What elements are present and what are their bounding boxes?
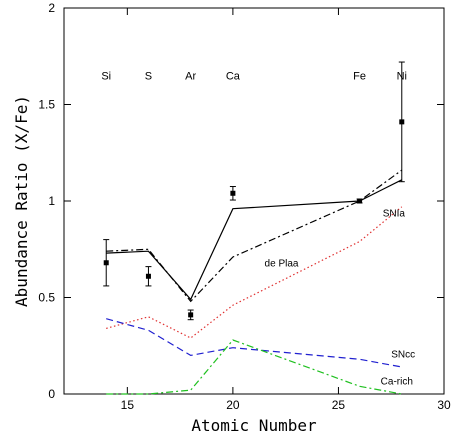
observed-data-point xyxy=(357,198,363,204)
observed-data-point xyxy=(230,190,236,196)
series-layer xyxy=(106,169,403,395)
axis-ticks: 15 20 25 30 0 0.5 1 1.5 2 xyxy=(38,1,451,412)
y-tick-label: 0.5 xyxy=(38,291,55,305)
x-tick-label: 30 xyxy=(437,398,451,412)
x-tick-label: 25 xyxy=(332,398,346,412)
y-tick-label: 1.5 xyxy=(38,98,55,112)
observed-points-layer xyxy=(103,61,405,321)
labels-layer: Si S Ar Ca Fe Ni SNIa de Plaa SNcc Ca-rich xyxy=(101,70,415,387)
series-line-best-fit xyxy=(106,179,403,301)
y-tick-label: 2 xyxy=(48,1,55,15)
y-tick-label: 1 xyxy=(48,194,55,208)
y-tick-label: 0 xyxy=(48,387,55,401)
series-label-de-plaa: de Plaa xyxy=(265,259,299,270)
series-line-snia xyxy=(106,206,403,339)
observed-data-point xyxy=(103,260,109,266)
series-label-snia: SNIa xyxy=(383,208,406,219)
x-axis-title: Atomic Number xyxy=(191,416,317,435)
element-label-ca: Ca xyxy=(226,70,241,82)
observed-data-point xyxy=(145,273,151,279)
y-axis-title: Abundance Ratio (X/Fe) xyxy=(12,95,31,307)
element-label-s: S xyxy=(145,70,152,82)
plot-frame xyxy=(63,7,445,395)
series-line-de-plaa xyxy=(106,169,403,303)
observed-data-point xyxy=(188,312,194,318)
series-line-sncc xyxy=(106,318,402,368)
series-label-sncc: SNcc xyxy=(391,349,415,360)
x-tick-label: 20 xyxy=(226,398,240,412)
series-line-ca-rich xyxy=(106,339,402,395)
x-tick-label: 15 xyxy=(121,398,135,412)
element-label-ar: Ar xyxy=(185,70,196,82)
element-label-fe: Fe xyxy=(353,70,366,82)
element-label-ni: Ni xyxy=(397,70,407,82)
series-label-ca-rich: Ca-rich xyxy=(381,376,413,387)
observed-data-point xyxy=(399,119,405,125)
element-label-si: Si xyxy=(101,70,111,82)
